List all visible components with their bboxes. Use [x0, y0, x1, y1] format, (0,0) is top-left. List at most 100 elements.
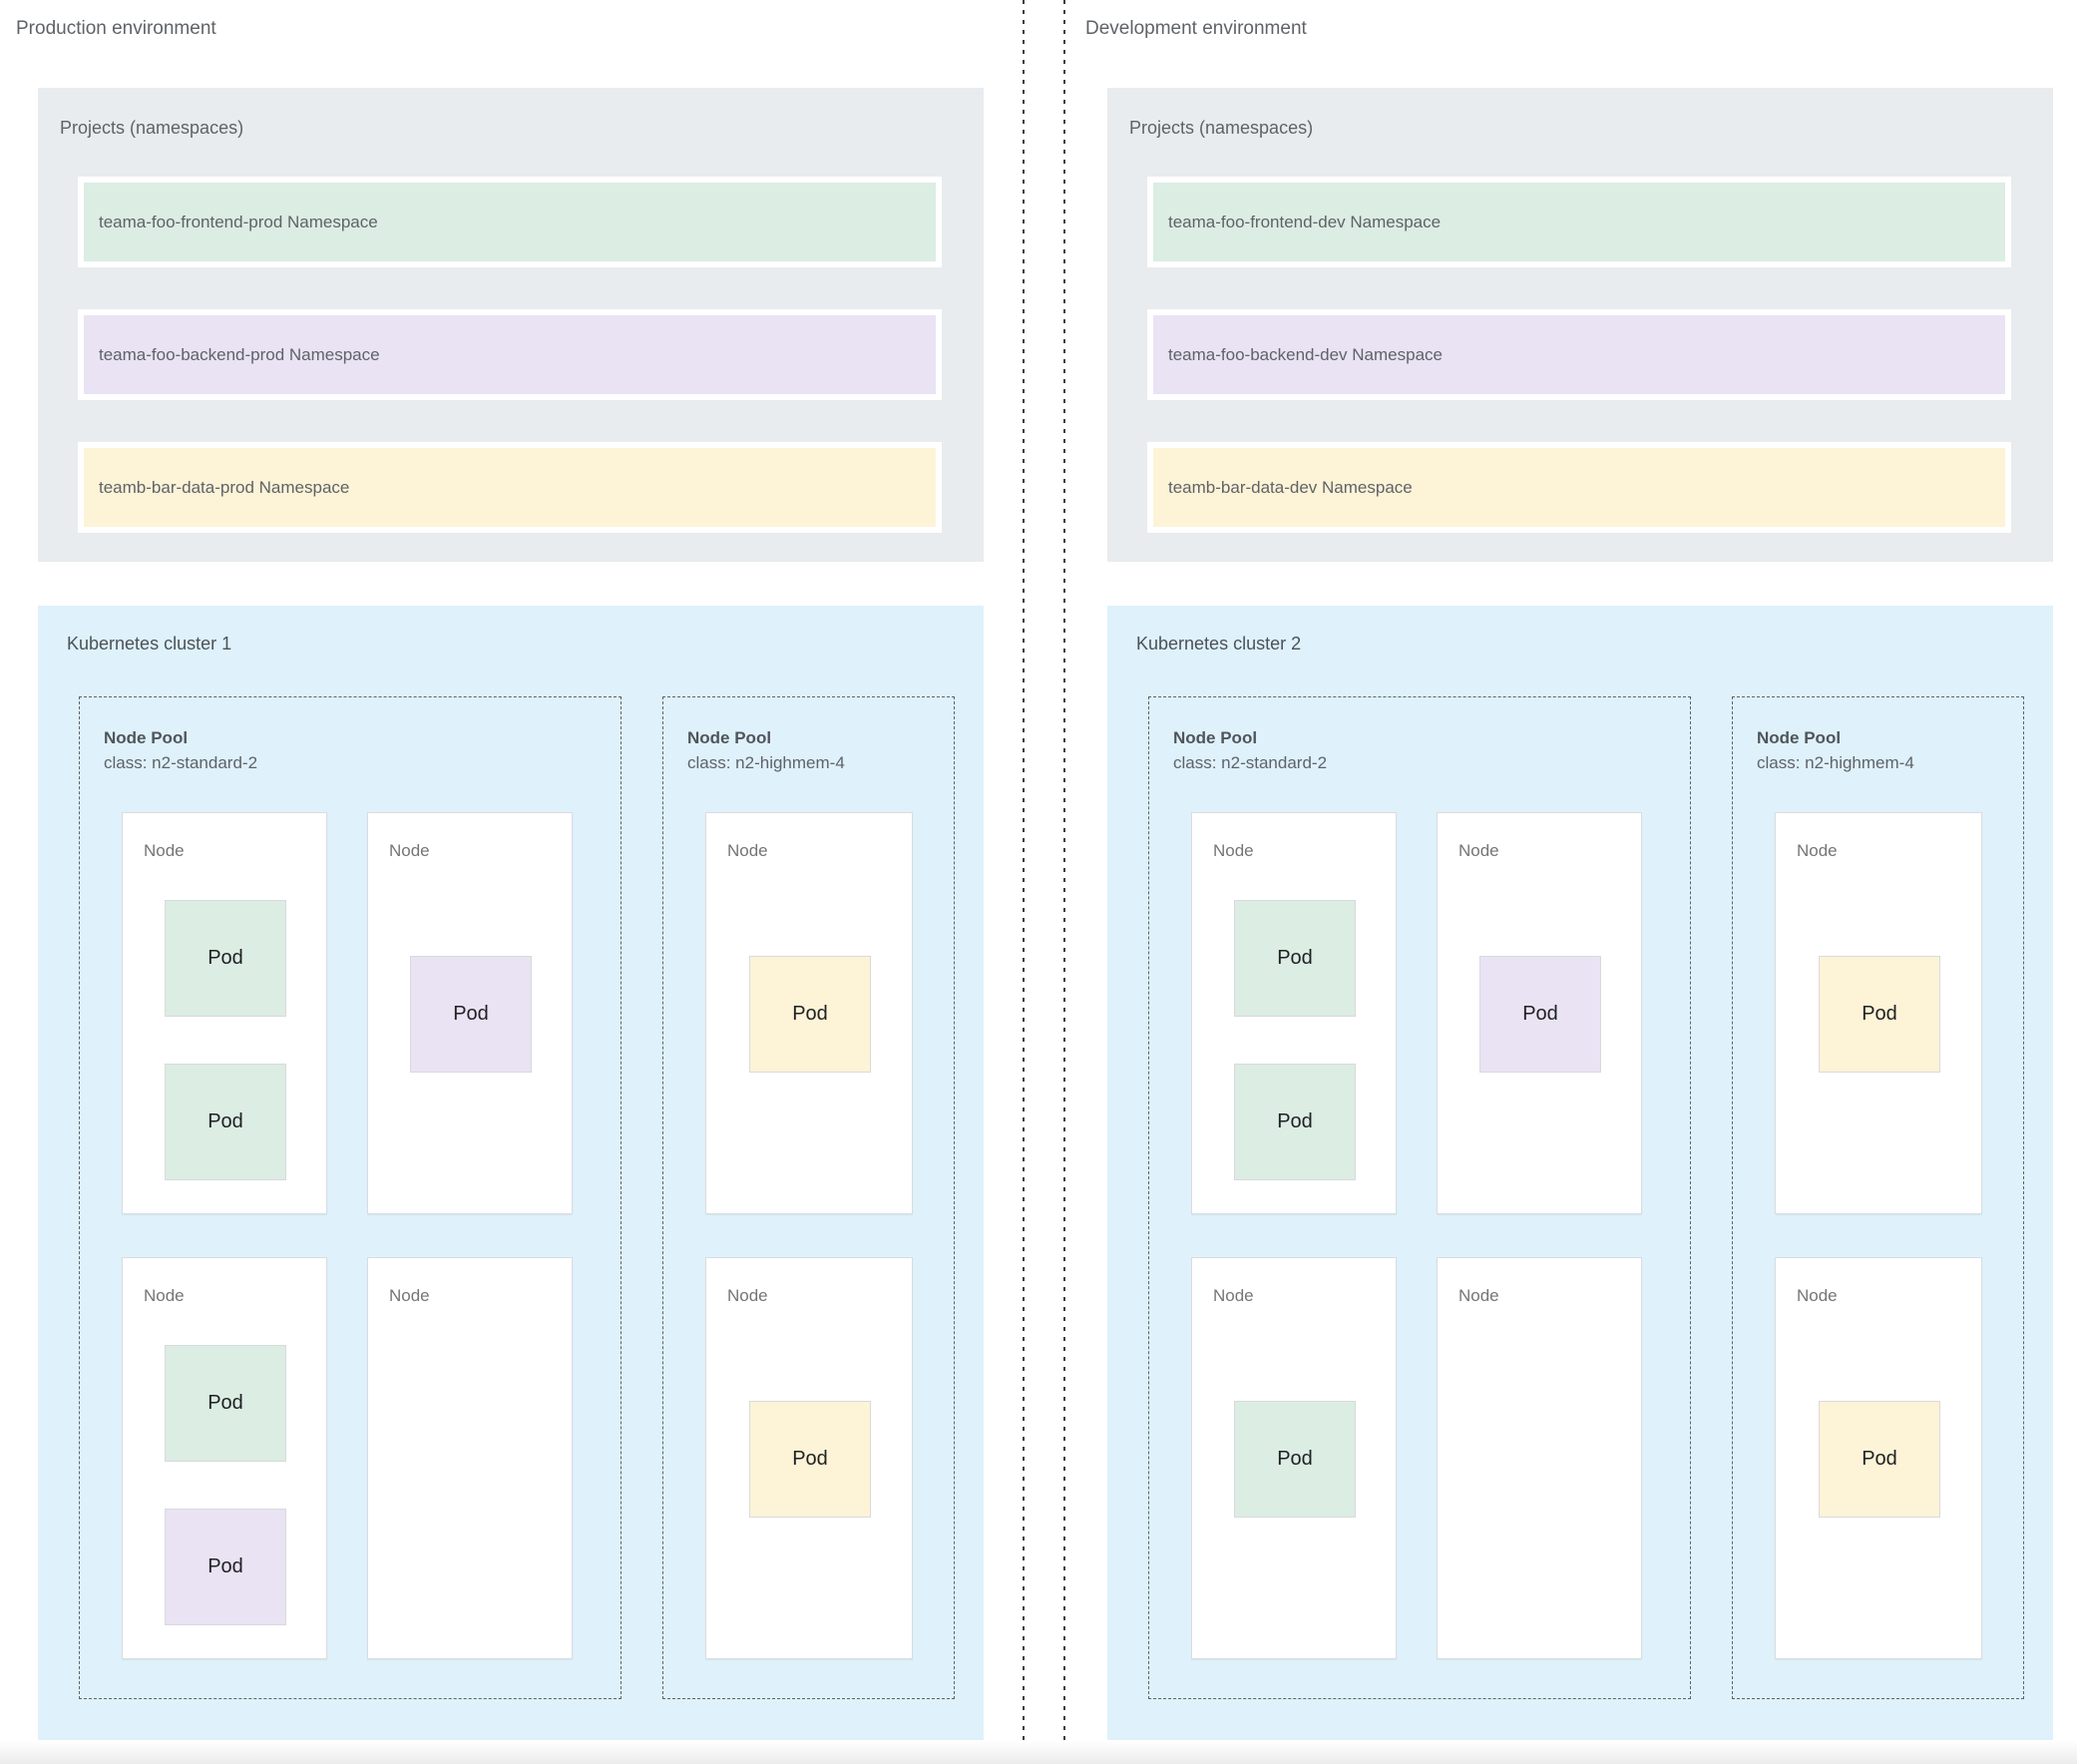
node: Node Pod: [705, 1257, 913, 1659]
pod: Pod: [1819, 956, 1940, 1073]
namespace-bar-fill: teama-foo-backend-prod Namespace: [84, 315, 936, 394]
node-pool-title: Node Pool: [1173, 728, 1258, 747]
node-pool-machine-class: class: n2-standard-2: [1173, 753, 1328, 772]
pod-label: Pod: [1522, 1003, 1558, 1025]
pod-label: Pod: [792, 1448, 828, 1470]
projects-box: Projects (namespaces) teama-foo-frontend…: [1107, 88, 2053, 562]
namespace-label: teama-foo-backend-dev Namespace: [1168, 344, 1443, 364]
namespace-label: teama-foo-backend-prod Namespace: [99, 344, 380, 364]
node-pool-header: Node Pool class: n2-highmem-4: [687, 725, 845, 775]
pod: Pod: [1234, 1401, 1356, 1518]
environment-separator-line: [1063, 0, 1065, 1764]
node-label: Node: [1797, 1286, 1838, 1305]
pod-label: Pod: [1277, 1110, 1313, 1132]
pod: Pod: [749, 1401, 871, 1518]
environment-development: Development environment Projects (namesp…: [1069, 0, 2077, 1764]
pod-label: Pod: [208, 1110, 243, 1132]
projects-box-title: Projects (namespaces): [60, 118, 244, 138]
namespace-bar-fill: teama-foo-frontend-dev Namespace: [1153, 183, 2005, 261]
pod: Pod: [1234, 900, 1356, 1017]
pod: Pod: [1479, 956, 1601, 1073]
node-pool-header: Node Pool class: n2-standard-2: [1173, 725, 1327, 775]
pod-label: Pod: [792, 1003, 828, 1025]
node-label: Node: [1797, 841, 1838, 860]
node-pool: Node Pool class: n2-highmem-4 Node Pod Nod…: [662, 696, 955, 1699]
environment-production: Production environment Projects (namespa…: [0, 0, 1008, 1764]
environment-title: Production environment: [16, 18, 216, 39]
node-pool-machine-class: class: n2-highmem-4: [1757, 753, 1914, 772]
node-pool-title: Node Pool: [1757, 728, 1842, 747]
pod: Pod: [749, 956, 871, 1073]
projects-box-title: Projects (namespaces): [1129, 118, 1314, 138]
pod-label: Pod: [1862, 1003, 1897, 1025]
namespace-bar-fill: teama-foo-backend-dev Namespace: [1153, 315, 2005, 394]
cluster-title: Kubernetes cluster 1: [67, 634, 232, 654]
node: Node: [367, 1257, 573, 1659]
environment-title: Development environment: [1085, 18, 1307, 39]
node: Node Pod: [1775, 812, 1982, 1214]
node-pool: Node Pool class: n2-highmem-4 Node Pod Nod…: [1732, 696, 2024, 1699]
pod: Pod: [410, 956, 532, 1073]
namespace-bar: teama-foo-frontend-prod Namespace: [78, 177, 942, 267]
projects-box: Projects (namespaces) teama-foo-frontend…: [38, 88, 984, 562]
namespace-label: teama-foo-frontend-prod Namespace: [99, 212, 378, 231]
pod: Pod: [165, 900, 286, 1017]
node: Node Pod Pod: [122, 1257, 327, 1659]
environment-separator-line: [1023, 0, 1025, 1764]
node: Node Pod: [1437, 812, 1642, 1214]
namespace-bar: teama-foo-backend-prod Namespace: [78, 309, 942, 400]
node-pool-machine-class: class: n2-standard-2: [104, 753, 258, 772]
namespace-bar-fill: teama-foo-frontend-prod Namespace: [84, 183, 936, 261]
node-label: Node: [144, 841, 185, 860]
namespace-bar: teama-foo-backend-dev Namespace: [1147, 309, 2011, 400]
pod: Pod: [165, 1064, 286, 1180]
pod: Pod: [165, 1509, 286, 1625]
node: Node: [1437, 1257, 1642, 1659]
namespace-label: teama-foo-frontend-dev Namespace: [1168, 212, 1442, 231]
pod: Pod: [1819, 1401, 1940, 1518]
namespace-bar-fill: teamb-bar-data-prod Namespace: [84, 448, 936, 527]
pod: Pod: [165, 1345, 286, 1462]
node: Node Pod Pod: [122, 812, 327, 1214]
pod-label: Pod: [1277, 947, 1313, 969]
pod-label: Pod: [1277, 1448, 1313, 1470]
namespace-bar-fill: teamb-bar-data-dev Namespace: [1153, 448, 2005, 527]
pod: Pod: [1234, 1064, 1356, 1180]
node: Node Pod: [367, 812, 573, 1214]
node: Node Pod: [1191, 1257, 1397, 1659]
node-pool-machine-class: class: n2-highmem-4: [687, 753, 845, 772]
node-pool-title: Node Pool: [104, 728, 189, 747]
pod-label: Pod: [208, 1392, 243, 1414]
node-label: Node: [1213, 1286, 1254, 1305]
kubernetes-cluster-box: Kubernetes cluster 1 Node Pool class: n2…: [38, 606, 984, 1740]
namespace-bar: teamb-bar-data-dev Namespace: [1147, 442, 2011, 533]
cluster-title: Kubernetes cluster 2: [1136, 634, 1302, 654]
node-label: Node: [1458, 841, 1499, 860]
kubernetes-cluster-box: Kubernetes cluster 2 Node Pool class: n2…: [1107, 606, 2053, 1740]
node: Node Pod: [705, 812, 913, 1214]
pod-label: Pod: [208, 947, 243, 969]
node-pool-title: Node Pool: [687, 728, 772, 747]
pod-label: Pod: [1862, 1448, 1897, 1470]
node-label: Node: [1458, 1286, 1499, 1305]
node: Node Pod Pod: [1191, 812, 1397, 1214]
namespace-label: teamb-bar-data-dev Namespace: [1168, 477, 1413, 497]
node-label: Node: [727, 841, 768, 860]
node-pool-header: Node Pool class: n2-standard-2: [104, 725, 257, 775]
node-pool: Node Pool class: n2-standard-2 Node Pod Po…: [79, 696, 622, 1699]
namespace-bar: teamb-bar-data-prod Namespace: [78, 442, 942, 533]
bottom-edge-fade: [0, 1740, 2077, 1764]
node: Node Pod: [1775, 1257, 1982, 1659]
node-pool: Node Pool class: n2-standard-2 Node Pod Po…: [1148, 696, 1691, 1699]
node-label: Node: [727, 1286, 768, 1305]
node-label: Node: [144, 1286, 185, 1305]
namespace-bar: teama-foo-frontend-dev Namespace: [1147, 177, 2011, 267]
node-label: Node: [389, 841, 430, 860]
pod-label: Pod: [208, 1555, 243, 1577]
node-label: Node: [1213, 841, 1254, 860]
node-pool-header: Node Pool class: n2-highmem-4: [1757, 725, 1914, 775]
namespace-label: teamb-bar-data-prod Namespace: [99, 477, 350, 497]
pod-label: Pod: [453, 1003, 489, 1025]
node-label: Node: [389, 1286, 430, 1305]
